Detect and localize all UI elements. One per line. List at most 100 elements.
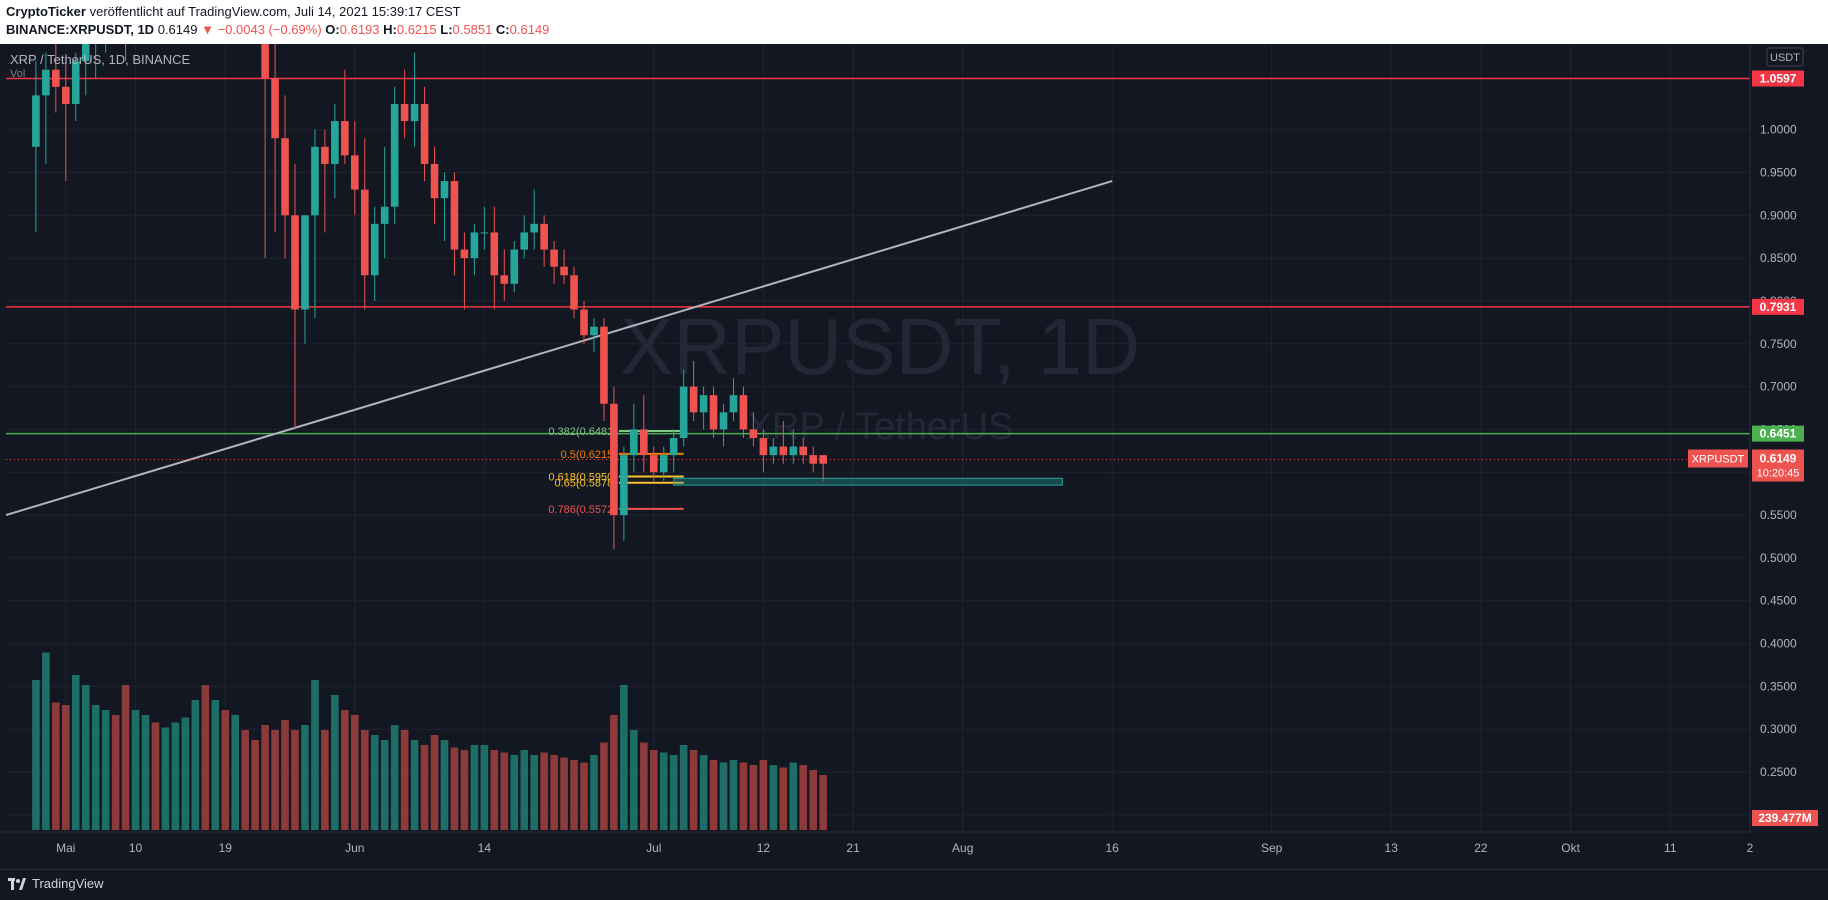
volume-bar bbox=[111, 715, 120, 830]
candle-body bbox=[789, 446, 798, 456]
volume-bar bbox=[311, 680, 319, 830]
volume-bar bbox=[161, 727, 170, 830]
author-name[interactable]: CryptoTicker bbox=[6, 4, 86, 19]
candle-body bbox=[360, 189, 369, 276]
volume-legend: Vol bbox=[10, 68, 26, 80]
volume-bar bbox=[231, 715, 240, 830]
level-price-label: 1.0597 bbox=[1760, 72, 1797, 86]
volume-bar bbox=[739, 762, 748, 830]
candle-body bbox=[749, 429, 758, 438]
last-price: 0.6149 bbox=[157, 22, 198, 37]
volume-bar bbox=[630, 730, 638, 830]
candle-body bbox=[610, 403, 618, 516]
volume-bar bbox=[281, 720, 289, 830]
candle-body bbox=[380, 206, 389, 224]
y-tick-label: 0.9000 bbox=[1760, 208, 1797, 222]
volume-bar bbox=[370, 735, 379, 830]
candle-body bbox=[420, 103, 429, 164]
volume-bar bbox=[799, 765, 808, 830]
candle-body bbox=[400, 103, 409, 122]
candle-body bbox=[759, 438, 768, 456]
x-tick-label: Aug bbox=[952, 841, 973, 855]
volume-bar bbox=[410, 740, 419, 830]
volume-bar bbox=[42, 652, 50, 830]
candle-body bbox=[699, 395, 708, 413]
volume-bar bbox=[211, 700, 220, 830]
volume-bar bbox=[32, 680, 40, 830]
volume-bar bbox=[251, 740, 259, 830]
volume-bar bbox=[749, 765, 758, 830]
x-tick-label: Jun bbox=[345, 841, 364, 855]
volume-bar bbox=[341, 710, 349, 830]
candle-body bbox=[769, 446, 778, 456]
tradingview-logo[interactable]: TradingView bbox=[8, 876, 104, 891]
candle-body bbox=[809, 455, 818, 464]
candle-body bbox=[630, 429, 638, 456]
volume-bar bbox=[420, 745, 429, 830]
candle-body bbox=[460, 249, 469, 259]
high-label: H: bbox=[383, 22, 397, 37]
open-value: 0.6193 bbox=[339, 22, 380, 37]
published-info: veröffentlicht auf TradingView.com, Juli… bbox=[89, 4, 461, 19]
level-price-label: 0.6451 bbox=[1760, 427, 1797, 441]
currency-label: USDT bbox=[1770, 52, 1800, 64]
x-tick-label: 10 bbox=[129, 841, 143, 855]
candle-body bbox=[410, 103, 419, 122]
symbol-tag-label: XRPUSDT bbox=[1692, 453, 1745, 465]
volume-bar bbox=[61, 705, 70, 830]
time-axis-background bbox=[0, 832, 1828, 869]
volume-bar bbox=[221, 710, 230, 830]
candle-body bbox=[640, 429, 648, 456]
volume-bar bbox=[400, 730, 409, 830]
low-value: 0.5851 bbox=[452, 22, 493, 37]
volume-bar bbox=[769, 765, 778, 830]
y-tick-label: 0.7000 bbox=[1760, 380, 1797, 394]
footer: TradingView bbox=[0, 869, 1828, 900]
volume-bar bbox=[679, 745, 688, 830]
candle-body bbox=[42, 69, 50, 96]
volume-bar bbox=[620, 685, 628, 830]
candle-body bbox=[719, 412, 728, 430]
volume-bar bbox=[380, 740, 389, 830]
volume-bar bbox=[640, 742, 648, 830]
volume-bar bbox=[490, 750, 499, 830]
volume-bar bbox=[360, 730, 369, 830]
current-price-tag bbox=[1752, 449, 1804, 482]
candle-body bbox=[301, 215, 309, 310]
volume-bar bbox=[390, 725, 399, 830]
y-tick-label: 0.8500 bbox=[1760, 251, 1797, 265]
x-tick-label: 16 bbox=[1106, 841, 1120, 855]
volume-bar bbox=[699, 755, 708, 830]
price-chart[interactable]: XRPUSDT, 1D XRP / TetherUS 0.382(0.6481) 0.… bbox=[0, 44, 1828, 869]
fib-level-label: 0.65(0.5878) bbox=[555, 478, 617, 490]
candle-body bbox=[659, 455, 668, 473]
y-tick-label: 0.5000 bbox=[1760, 551, 1797, 565]
header-line-1: CryptoTicker veröffentlicht auf TradingV… bbox=[6, 4, 461, 19]
candle-body bbox=[311, 146, 319, 216]
candle-body bbox=[430, 163, 439, 199]
level-price-label: 0.7931 bbox=[1760, 300, 1797, 314]
volume-bar bbox=[121, 685, 130, 830]
volume-bar bbox=[610, 715, 618, 830]
candle-body bbox=[540, 223, 548, 250]
volume-bar bbox=[440, 740, 449, 830]
volume-bar bbox=[191, 700, 200, 830]
support-zone bbox=[673, 477, 1063, 486]
volume-bar bbox=[819, 775, 827, 830]
volume-bar bbox=[52, 702, 60, 830]
candle-body bbox=[281, 138, 289, 216]
candle-body bbox=[440, 181, 449, 199]
x-tick-label: Mai bbox=[56, 841, 75, 855]
volume-bar bbox=[171, 722, 180, 830]
candle-body bbox=[679, 386, 688, 438]
candle-body bbox=[450, 181, 459, 250]
volume-bar bbox=[729, 760, 738, 830]
x-tick-label: 22 bbox=[1474, 841, 1488, 855]
volume-bar bbox=[600, 742, 608, 830]
volume-bar bbox=[351, 715, 359, 830]
y-tick-label: 0.4500 bbox=[1760, 594, 1797, 608]
candle-body bbox=[61, 86, 70, 104]
volume-bar bbox=[470, 745, 479, 830]
x-tick-label: 21 bbox=[846, 841, 860, 855]
chart-area[interactable]: XRPUSDT, 1D XRP / TetherUS 0.382(0.6481) 0.… bbox=[0, 44, 1828, 869]
